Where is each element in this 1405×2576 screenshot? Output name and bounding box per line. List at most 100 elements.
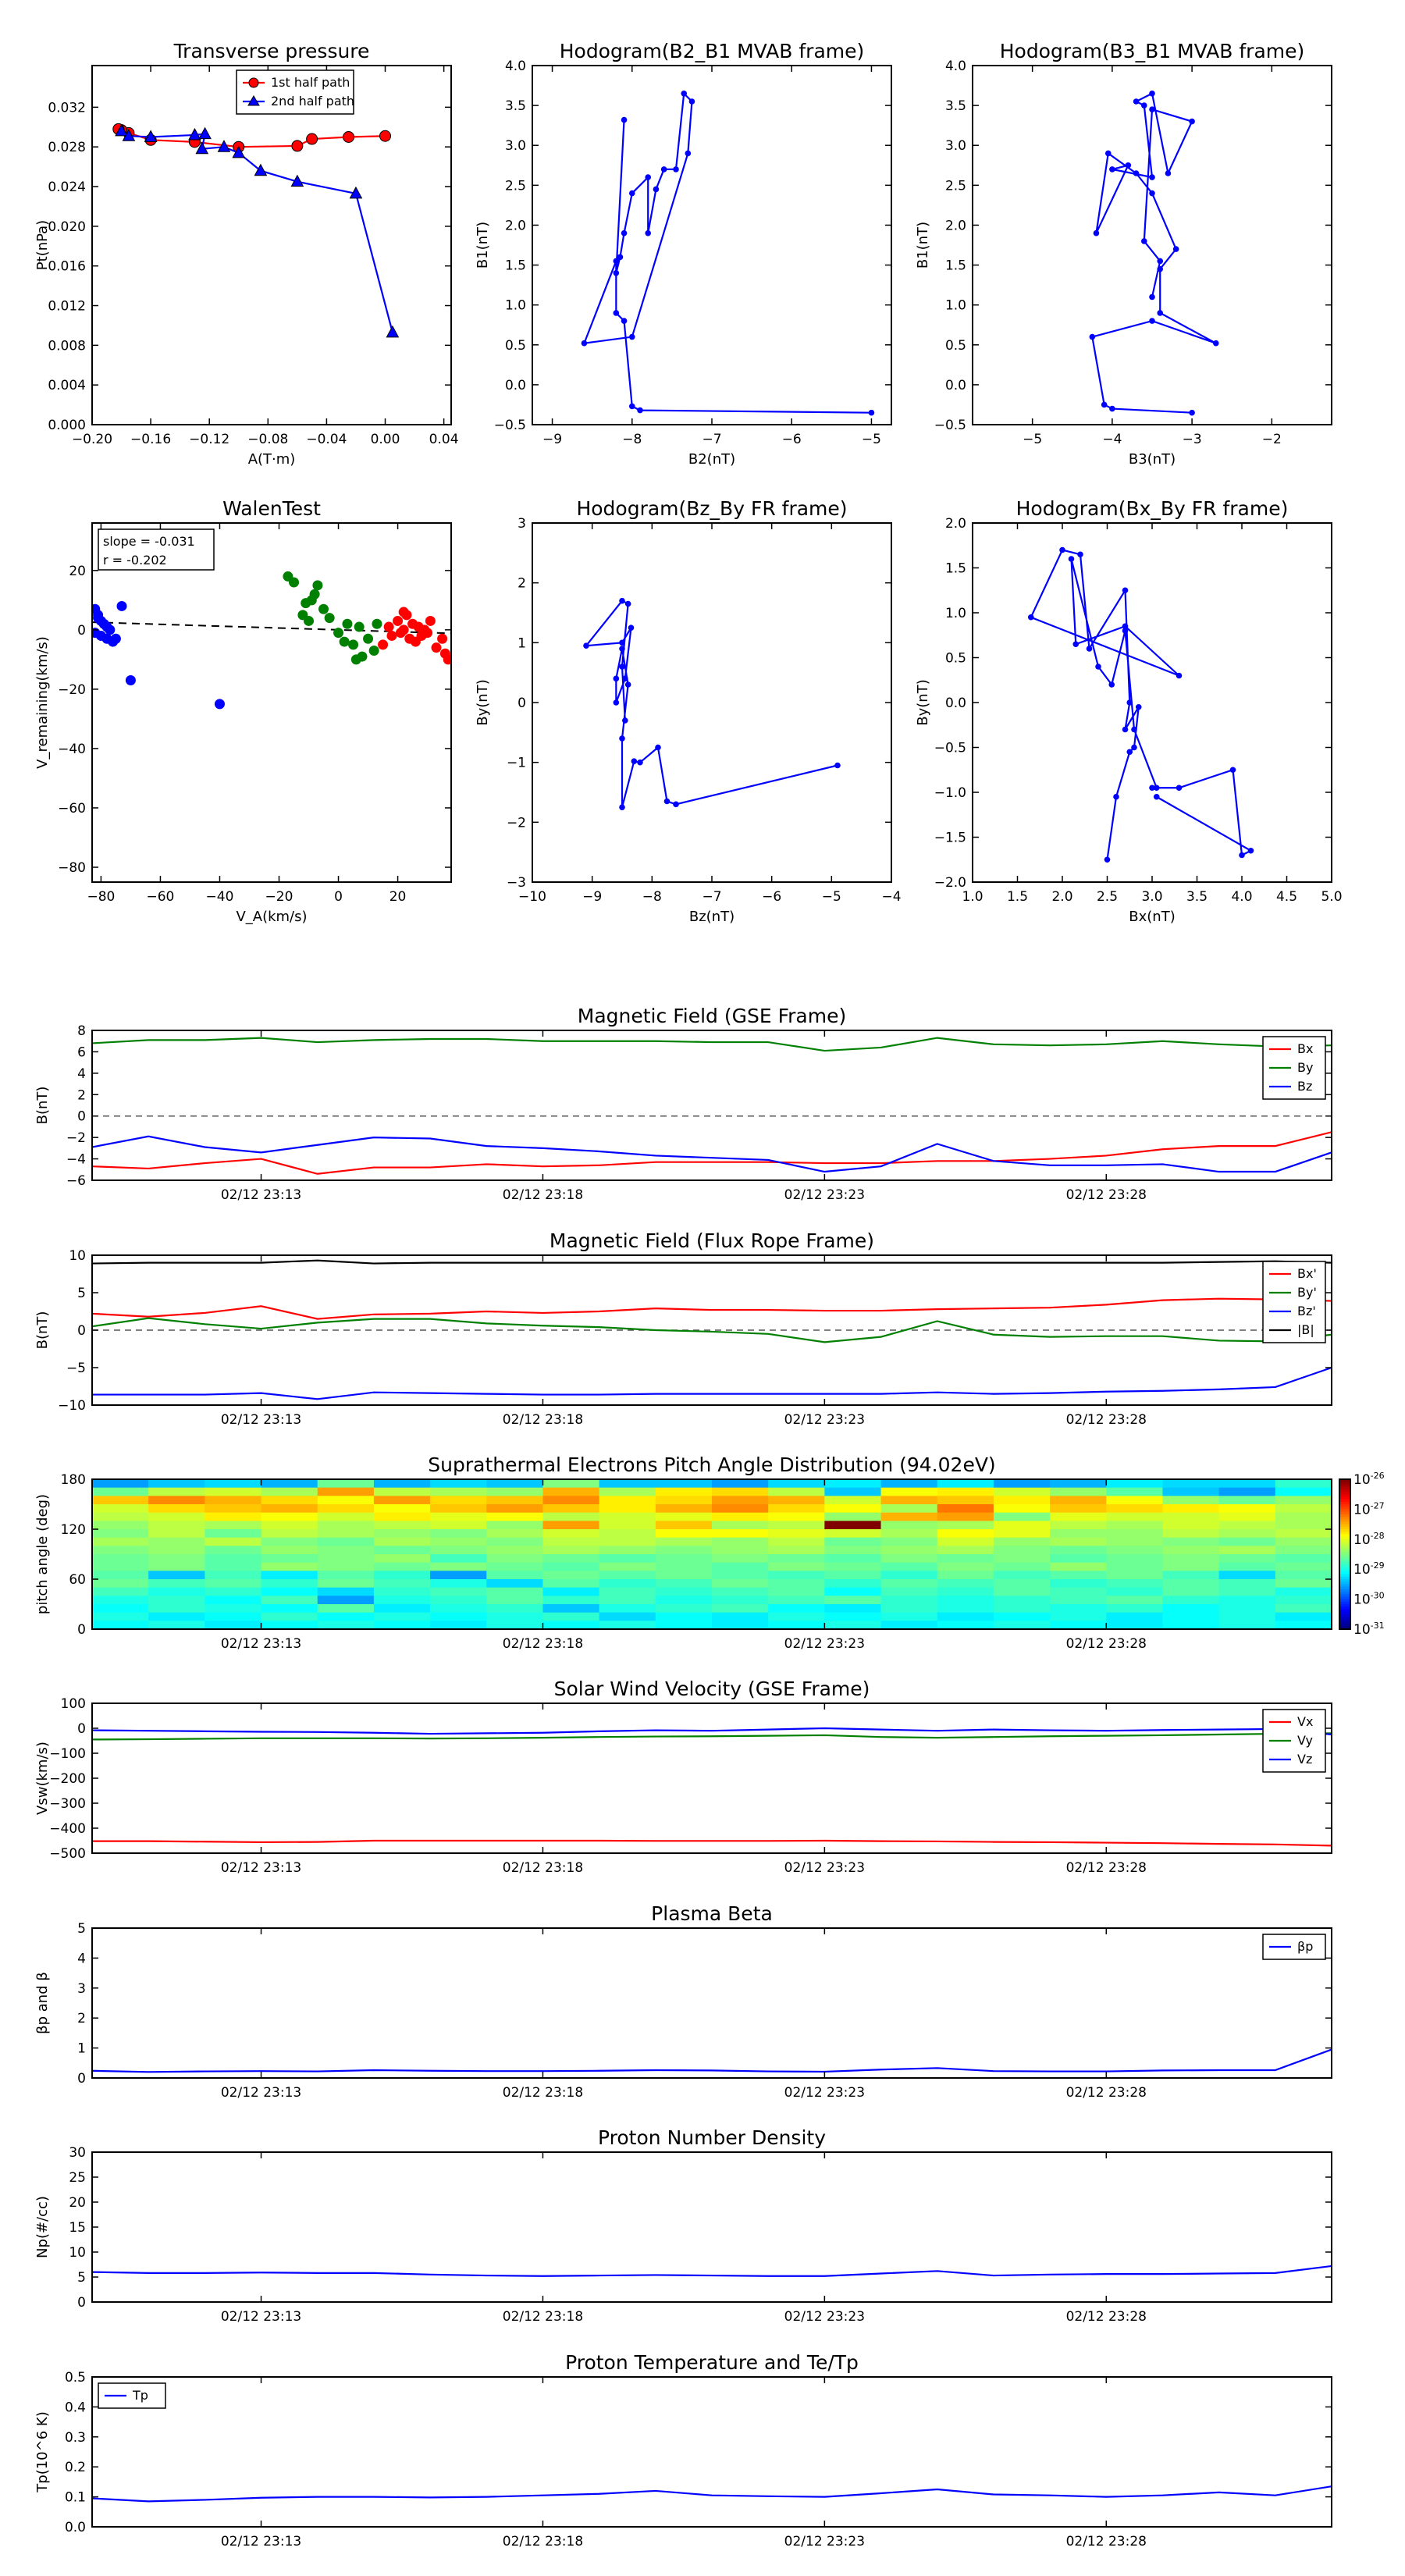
heatmap-cell [1162,1596,1220,1605]
data-point [354,621,365,632]
chart-title: Magnetic Field (GSE Frame) [578,1005,846,1027]
data-point [93,613,104,624]
heatmap-cell [373,1504,431,1514]
heatmap-cell [205,1529,262,1539]
data-point [105,624,116,635]
y-tick-label: −10 [58,1398,86,1414]
heatmap-cell [261,1596,318,1605]
heatmap-cell [1218,1521,1276,1530]
data-point [144,130,158,142]
data-point [372,618,382,629]
data-point [383,621,394,632]
heatmap-cell [937,1604,994,1614]
legend-label: 1st half path [271,75,350,90]
heatmap-cell [486,1529,543,1539]
heatmap-cell [317,1554,375,1564]
data-point [1189,118,1195,125]
y-axis-label: pitch angle (deg) [34,1494,51,1614]
heatmap-cell [1275,1487,1332,1496]
heatmap-cell [373,1529,431,1539]
colorbar-segment [1339,1596,1350,1600]
heatmap-cell [1050,1587,1107,1596]
data-point [1131,744,1137,751]
heatmap-cell [486,1579,543,1589]
heatmap-cell [655,1487,713,1496]
heatmap-cell [655,1554,713,1564]
heatmap-cell [92,1554,149,1564]
heatmap-cell [1162,1571,1220,1580]
heatmap-cell [937,1554,994,1564]
colorbar-segment [1339,1567,1350,1570]
heatmap-cell [712,1579,769,1589]
heatmap-cell [1106,1504,1163,1514]
y-tick-label: 2.0 [505,218,526,233]
series-line [92,1839,1332,1847]
plot-area [92,2265,1332,2277]
heatmap-cell [1162,1579,1220,1589]
legend-label: Vy [1297,1733,1313,1748]
data-point [1113,793,1119,800]
data-point [1086,646,1093,652]
heatmap-cell [880,1579,938,1589]
y-tick-label: 2.5 [505,178,526,194]
heatmap-cell [542,1604,600,1614]
heatmap-cell [261,1612,318,1621]
heatmap-cell [1218,1571,1276,1580]
y-tick-label: 0.4 [65,2400,86,2415]
heatmap-cell [880,1479,938,1489]
colorbar-segment [1339,1569,1350,1572]
heatmap-cell [1106,1596,1163,1605]
data-point [1140,102,1147,109]
plot-area [1027,546,1254,863]
colorbar-segment [1339,1519,1350,1522]
data-point [868,409,875,416]
y-tick-label: 15 [69,2220,86,2236]
y-tick-label: 0.028 [48,140,86,155]
heatmap-cell [261,1571,318,1580]
heatmap-cell [92,1571,149,1580]
colorbar-segment [1339,1551,1350,1555]
colorbar-ticklabel: 10-26 [1353,1471,1385,1488]
heatmap-cell [542,1579,600,1589]
heatmap-cell [712,1621,769,1629]
series-line [120,130,393,333]
heatmap-cell [1218,1621,1276,1629]
panel-mf_fr: 02/12 23:13 02/12 23:18 02/12 23:23 02/12 2… [34,1229,1332,1428]
y-tick-label: 3 [518,516,526,532]
y-tick-label: −2 [66,1130,86,1146]
colorbar-segment [1339,1606,1350,1610]
heatmap-cell [486,1512,543,1521]
data-point [621,318,628,324]
x-tick-label: 20 [389,889,407,905]
y-tick-label: 4 [77,1951,86,1966]
legend-label: βp [1297,1939,1313,1954]
x-tick-label: 02/12 23:23 [784,2085,865,2101]
y-tick-label: −4 [66,1152,86,1168]
x-tick-label: −5 [1023,432,1042,447]
data-point [645,174,652,180]
heatmap-cell [92,1537,149,1546]
heatmap-cell [205,1579,262,1589]
data-point [1157,258,1164,265]
heatmap-cell [599,1529,656,1539]
heatmap-cell [486,1604,543,1614]
data-point [349,186,363,199]
heatmap-cell [373,1479,431,1489]
heatmap-cell [1106,1512,1163,1521]
y-tick-label: 1 [518,635,526,651]
heatmap-cell [205,1521,262,1530]
data-point [1157,265,1164,272]
data-point [622,717,628,724]
data-point [291,140,304,152]
data-point [660,166,667,173]
colorbar-segment [1339,1584,1350,1588]
heatmap-cell [599,1496,656,1505]
heatmap-cell [542,1562,600,1571]
heatmap-cell [1162,1621,1220,1629]
plot-area [92,2485,1332,2503]
heatmap-cell [373,1621,431,1629]
heatmap-cell [317,1512,375,1521]
data-point [613,269,620,276]
heatmap-cell [599,1487,656,1496]
y-tick-label: 0.5 [945,338,966,354]
